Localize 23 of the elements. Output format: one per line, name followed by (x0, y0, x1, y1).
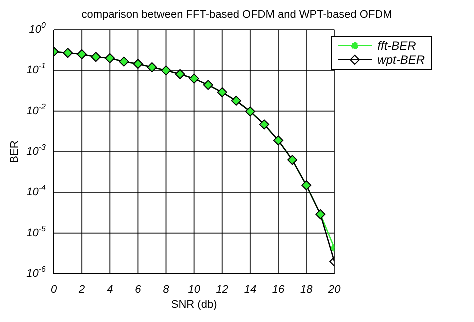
y-tick-label: 10$^{0}$ (29, 20, 47, 36)
x-tick-label: 2 (78, 284, 86, 296)
y-tick-label: 10$^{-6}$ (26, 264, 47, 280)
x-tick-label: 16 (272, 284, 286, 296)
x-tick-label: 14 (244, 284, 257, 296)
chart-title: comparison between FFT-based OFDM and WPT-based OFDM (80, 8, 394, 22)
x-tick-label: 6 (135, 284, 142, 296)
legend-label: wpt-BER (378, 53, 425, 67)
y-tick-label: 10$^{-5}$ (26, 224, 47, 240)
y-tick-label: 10$^{-1}$ (26, 61, 46, 77)
y-tick-label: 10$^{-3}$ (26, 142, 47, 158)
x-tick-label: 4 (107, 284, 114, 296)
x-tick-label: 10 (188, 284, 202, 296)
y-tick-label: 10$^{-4}$ (26, 183, 47, 199)
x-tick-label: 12 (216, 284, 229, 296)
x-tick-label: 20 (328, 284, 342, 296)
legend-label: fft-BER (378, 39, 416, 53)
y-axis-title: BER (8, 140, 21, 164)
y-tick-label: 10$^{-2}$ (26, 102, 47, 118)
x-tick-label: 18 (300, 284, 314, 296)
x-tick-label: 0 (50, 284, 58, 296)
x-axis-title: SNR (db) (171, 299, 218, 311)
x-tick-label: 8 (163, 284, 170, 296)
